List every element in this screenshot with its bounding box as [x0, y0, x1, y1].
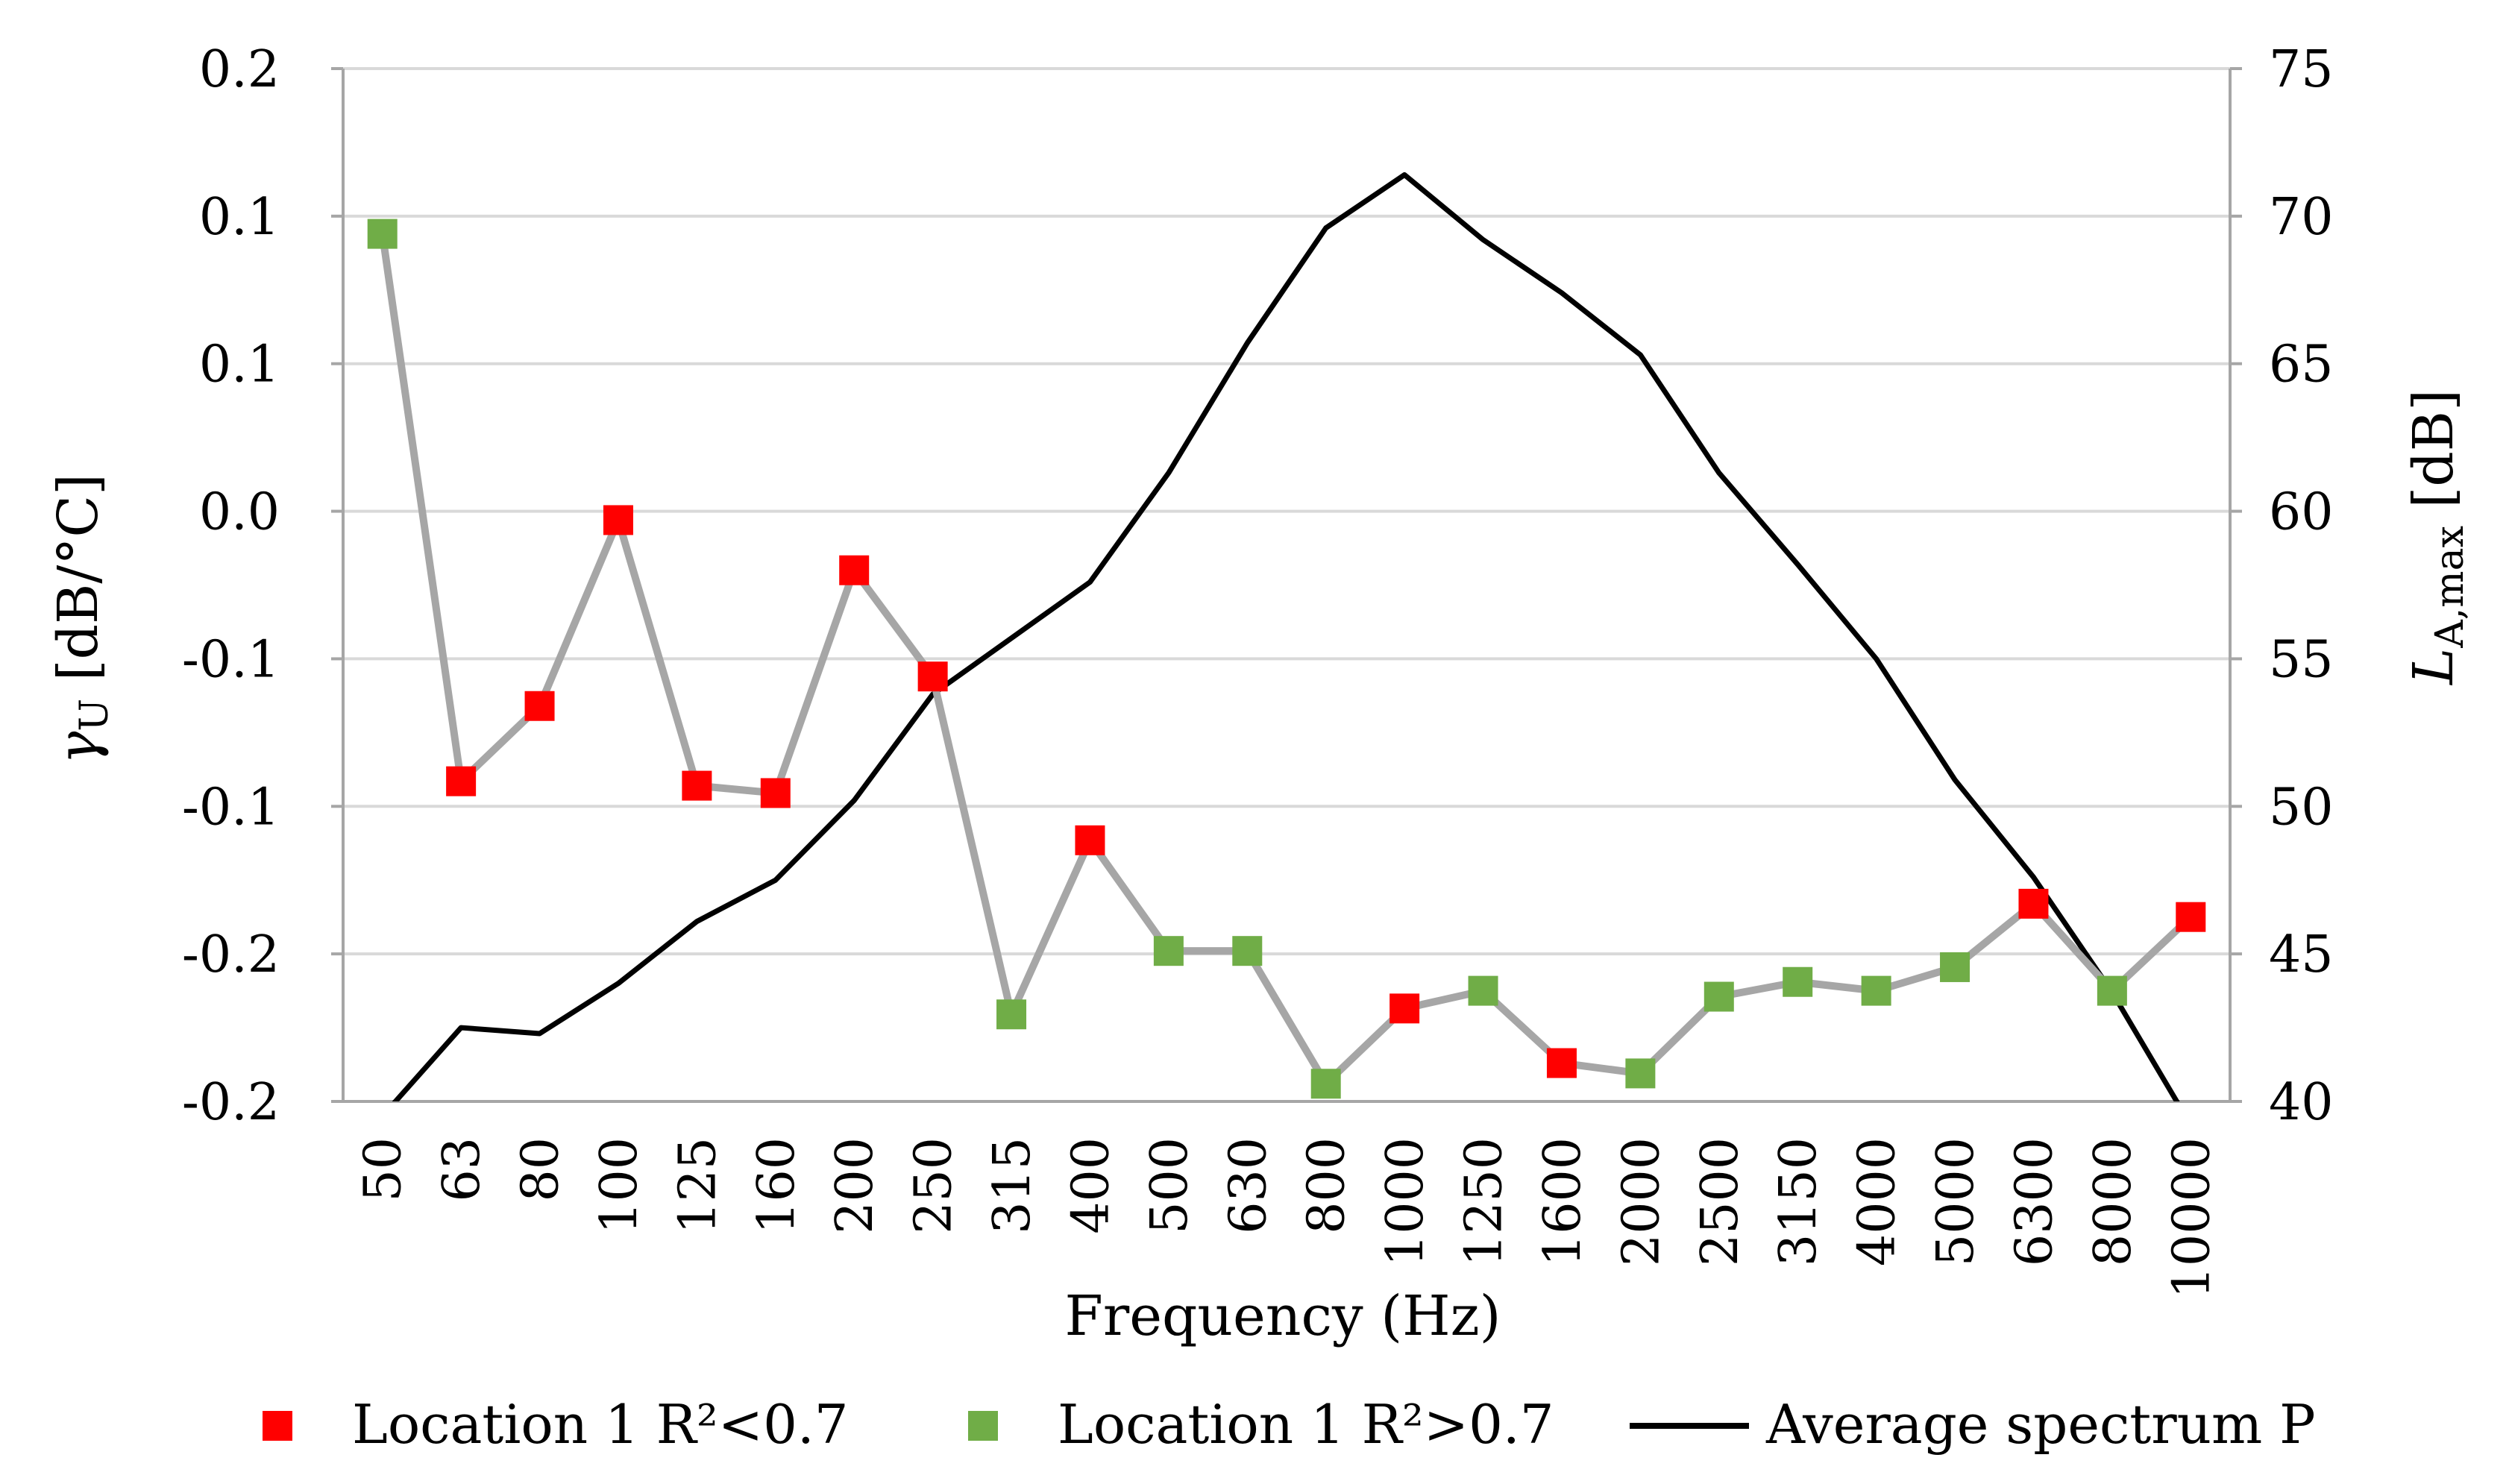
red-point-400 — [1075, 825, 1105, 855]
x-tick-label-0: 50 — [354, 1137, 413, 1202]
x-axis-ticks: 50 63 80 100 125 160 200 250 315 400 500 630 800 1000… — [354, 1137, 2222, 1298]
average-spectrum-line — [392, 172, 2180, 1101]
green-point-800 — [1310, 1069, 1341, 1099]
x-tick-label-23: 10000 — [2162, 1137, 2221, 1298]
legend-black-label: Average spectrum P — [1765, 1393, 2316, 1456]
green-point-50 — [367, 218, 398, 249]
left-tick-label-5: 0.1 — [199, 336, 280, 394]
x-tick-label-20: 5000 — [1927, 1137, 1985, 1266]
left-tick-label-4: 0.0 — [199, 483, 280, 542]
right-tick-label-1: 45 — [2269, 925, 2334, 984]
left-tick-label-1: -0.2 — [182, 925, 280, 984]
left-axis-ticks: -0.2 -0.2 -0.1 -0.1 0.0 0.1 0.1 0.2 — [182, 40, 280, 1132]
x-tick-label-19: 4000 — [1848, 1137, 1907, 1266]
left-tick-label-3: -0.1 — [182, 630, 280, 689]
red-point-250 — [917, 661, 948, 692]
red-point-6300 — [2018, 888, 2049, 919]
red-point-200 — [839, 555, 870, 585]
gamma-markers — [367, 218, 2206, 1099]
green-point-8000 — [2097, 975, 2127, 1006]
x-axis-title: Frequency (Hz) — [1064, 1284, 1501, 1348]
x-tick-label-21: 6300 — [2005, 1137, 2064, 1266]
x-tick-label-11: 630 — [1219, 1137, 1278, 1234]
green-point-2000 — [1625, 1058, 1656, 1089]
red-point-160 — [760, 778, 791, 808]
red-point-125 — [682, 770, 712, 801]
x-tick-label-18: 3150 — [1769, 1137, 1828, 1266]
legend-red-marker — [263, 1411, 292, 1441]
legend-red-label: Location 1 R²<0.7 — [352, 1393, 849, 1456]
x-tick-label-13: 1000 — [1376, 1137, 1435, 1266]
right-tick-label-7: 75 — [2269, 40, 2334, 99]
left-tick-label-6: 0.1 — [199, 188, 280, 247]
x-tick-label-3: 100 — [590, 1137, 649, 1234]
green-point-5000 — [1940, 952, 1971, 982]
x-tick-label-14: 1250 — [1455, 1137, 1514, 1266]
right-axis-title: LA,max [dB] — [2402, 389, 2472, 686]
red-point-1000 — [1389, 993, 1420, 1024]
red-point-10000 — [2176, 902, 2206, 932]
x-tick-label-22: 8000 — [2084, 1137, 2143, 1266]
left-axis-title: γU [dB/°C] — [46, 474, 117, 764]
right-tick-label-5: 65 — [2269, 336, 2334, 394]
green-point-500 — [1153, 936, 1184, 966]
green-point-3150 — [1783, 966, 1813, 997]
red-point-80 — [524, 691, 555, 721]
right-axis-ticks: 40 45 50 55 60 65 70 75 — [2269, 40, 2334, 1132]
left-tick-label-2: -0.1 — [182, 778, 280, 837]
green-point-630 — [1232, 936, 1263, 966]
right-tick-label-4: 60 — [2269, 483, 2334, 542]
right-tick-label-3: 55 — [2269, 630, 2334, 689]
right-tick-label-2: 50 — [2269, 778, 2334, 837]
average-spectrum-series — [392, 172, 2180, 1101]
red-point-63 — [446, 766, 477, 796]
legend: Location 1 R²<0.7 Location 1 R²>0.7 Aver… — [263, 1393, 2316, 1456]
x-tick-label-2: 80 — [512, 1137, 571, 1202]
red-point-1600 — [1546, 1048, 1577, 1078]
x-tick-label-15: 1600 — [1533, 1137, 1592, 1266]
x-tick-label-16: 2000 — [1612, 1137, 1671, 1266]
green-point-4000 — [1861, 975, 1891, 1006]
legend-green-label: Location 1 R²>0.7 — [1058, 1393, 1554, 1456]
legend-item-black: Average spectrum P — [1630, 1393, 2316, 1456]
right-tick-label-6: 70 — [2269, 188, 2334, 247]
x-tick-label-1: 63 — [433, 1137, 492, 1202]
green-point-2500 — [1703, 981, 1734, 1012]
x-tick-label-17: 2500 — [1691, 1137, 1750, 1266]
x-tick-label-8: 315 — [983, 1137, 1042, 1234]
red-point-100 — [603, 505, 633, 535]
green-point-315 — [996, 999, 1027, 1030]
legend-item-green: Location 1 R²>0.7 — [968, 1393, 1554, 1456]
x-tick-label-10: 500 — [1140, 1137, 1199, 1234]
left-tick-label-0: -0.2 — [182, 1073, 280, 1132]
right-tick-label-0: 40 — [2269, 1073, 2334, 1132]
x-tick-label-6: 200 — [826, 1137, 885, 1234]
x-tick-label-9: 400 — [1061, 1137, 1120, 1234]
axes — [331, 67, 2242, 1103]
green-point-1250 — [1468, 975, 1498, 1006]
x-tick-label-5: 160 — [747, 1137, 806, 1234]
x-tick-label-7: 250 — [905, 1137, 964, 1234]
x-tick-label-4: 125 — [668, 1137, 727, 1234]
legend-item-red: Location 1 R²<0.7 — [263, 1393, 849, 1456]
left-tick-label-7: 0.2 — [199, 40, 280, 99]
x-tick-label-12: 800 — [1298, 1137, 1357, 1234]
legend-green-marker — [968, 1411, 998, 1441]
